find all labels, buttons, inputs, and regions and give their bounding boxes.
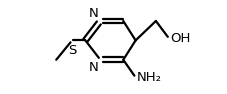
- Text: NH₂: NH₂: [136, 71, 161, 84]
- Text: N: N: [89, 7, 98, 20]
- Text: OH: OH: [169, 32, 190, 45]
- Text: N: N: [89, 61, 98, 74]
- Text: S: S: [68, 44, 76, 57]
